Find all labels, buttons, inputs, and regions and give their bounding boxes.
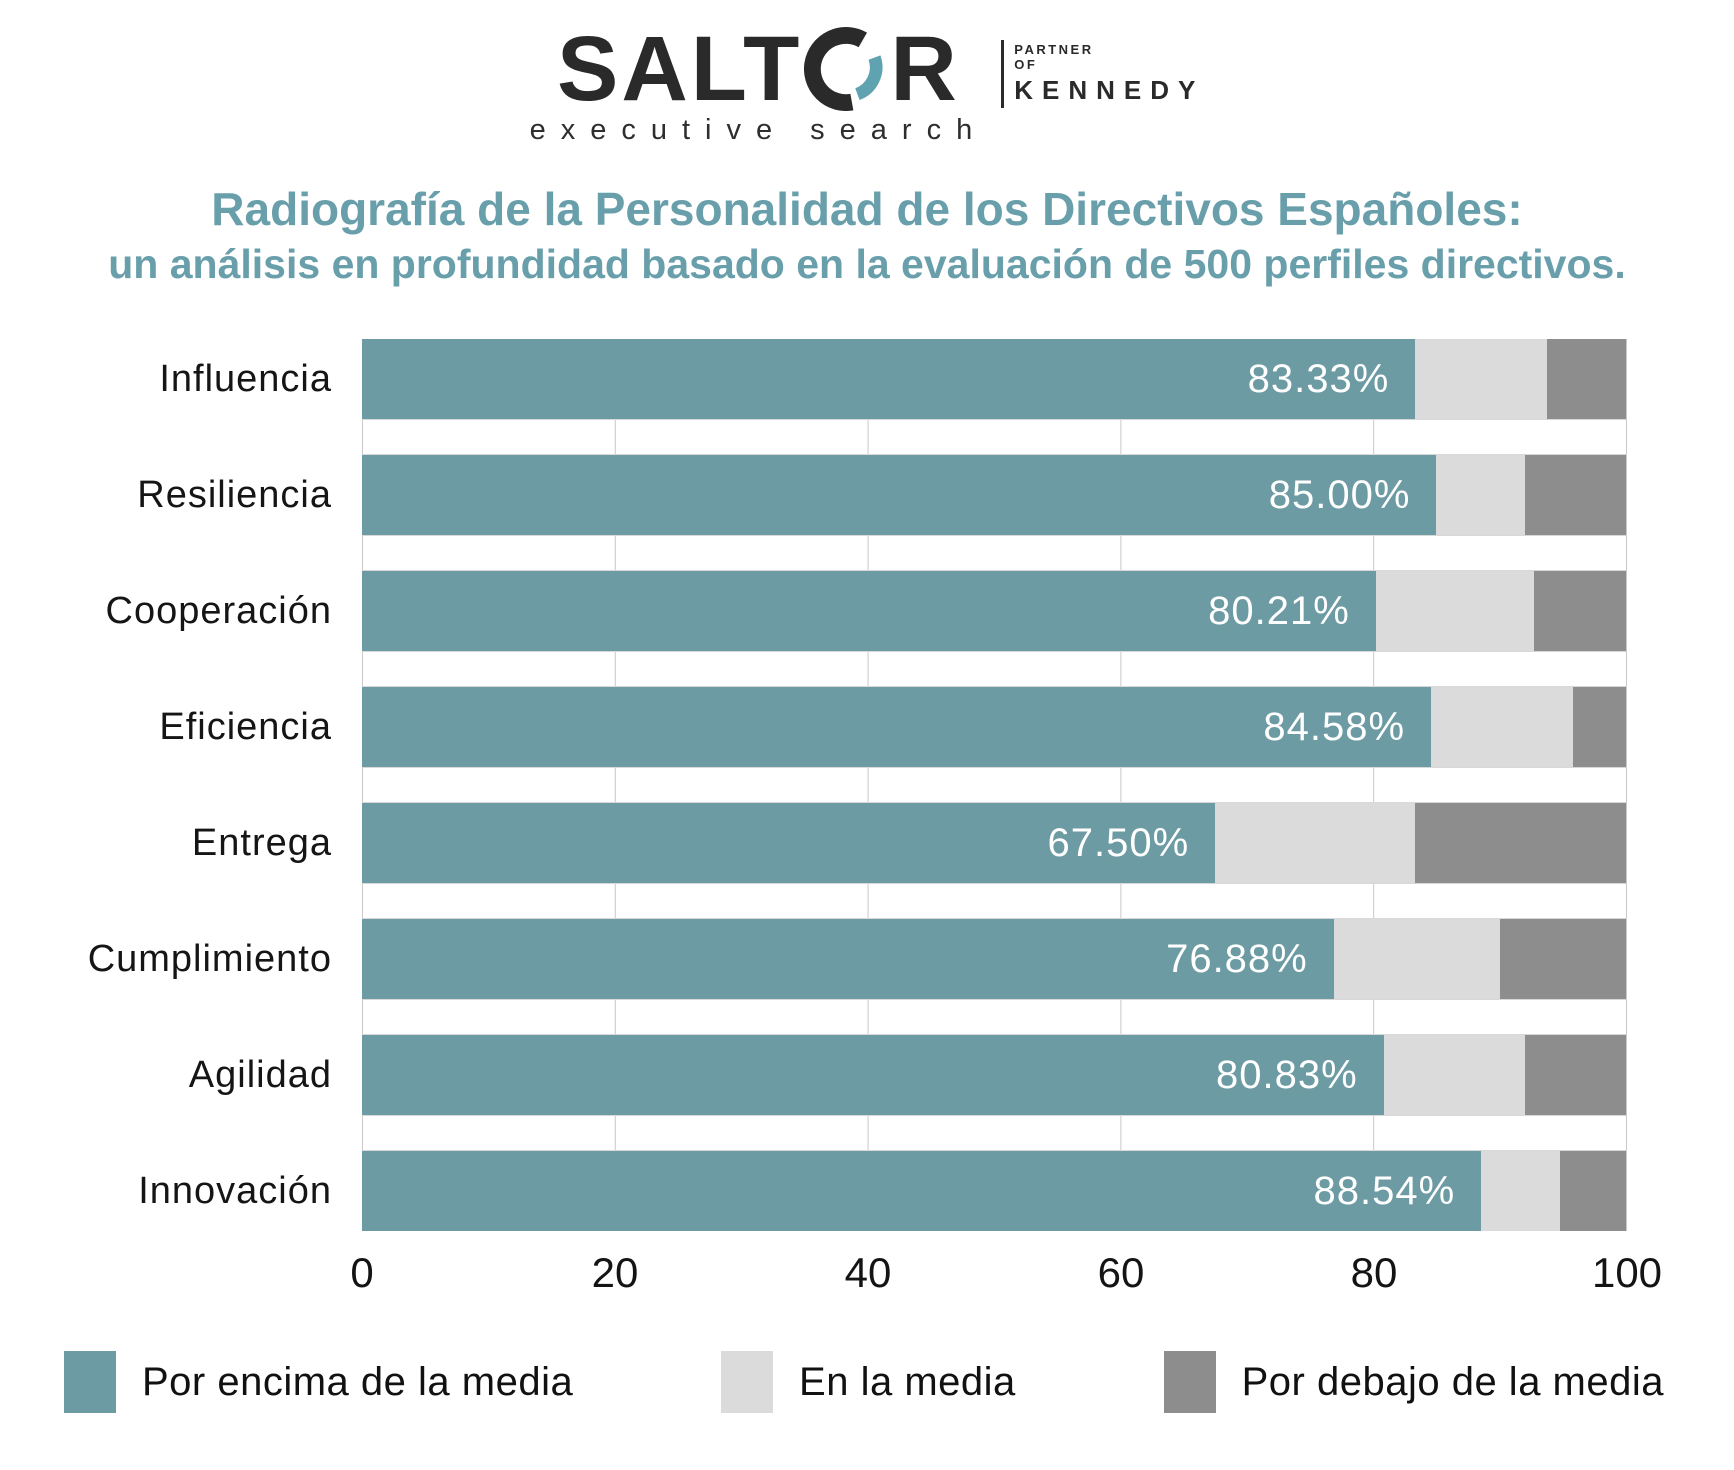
bar-segment-below [1533,571,1626,651]
kennedy-word: KENNEDY [1014,75,1205,105]
partner-of-kennedy-block: PARTNER OF KENNEDY [1001,40,1204,108]
saltor-brand-block: SALT R executive search [529,18,988,147]
bar-value-label: 84.58% [1263,704,1406,749]
bar-value-label: 88.54% [1313,1168,1456,1213]
bar-segment-above: 80.83% [362,1035,1384,1115]
bar-row: 84.58% [362,687,1626,767]
bar-value-label: 67.50% [1047,820,1190,865]
bar-segment-average [1375,571,1534,651]
legend-swatch-icon [1163,1351,1216,1413]
category-label: Eficiencia [159,705,332,748]
saltor-tagline: executive search [529,114,988,146]
saltor-wordmark-suffix: R [890,18,960,120]
bar-segment-above: 83.33% [362,339,1416,419]
bar-segment-above: 84.58% [362,687,1432,767]
legend-item: En la media [721,1351,1016,1413]
bar-segment-average [1431,687,1574,767]
legend-label: En la media [799,1359,1016,1404]
bar-row: 80.83% [362,1035,1626,1115]
bar-segment-below [1524,1035,1626,1115]
category-label: Cumplimiento [87,937,332,980]
bar-segment-below [1499,919,1626,999]
bar-segment-below [1546,339,1626,419]
x-axis-tick-label: 80 [1350,1249,1398,1296]
bar-gap [362,651,1626,687]
bar-segment-below [1573,687,1626,767]
bar-segment-below [1415,803,1626,883]
saltor-wordmark-prefix: SALT [557,18,803,120]
header: SALT R executive search PARTNER OF KENNE… [0,18,1734,147]
saltor-logo: SALT R executive search PARTNER OF KENNE… [529,18,1205,147]
bar-value-label: 85.00% [1268,472,1411,517]
category-label: Agilidad [188,1053,332,1096]
category-label: Innovación [138,1169,332,1212]
bar-segment-average [1215,803,1416,883]
x-axis-tick-label: 20 [591,1249,639,1296]
bar-segment-average [1415,339,1547,419]
category-label: Resiliencia [137,473,332,516]
legend-label: Por debajo de la media [1241,1359,1664,1404]
bar-value-label: 76.88% [1166,936,1308,981]
bar-segment-above: 88.54% [362,1151,1482,1231]
bar-segment-below [1524,455,1626,535]
bar-row: 83.33% [362,339,1626,419]
bar-chart: Influencia Resiliencia Cooperación Eficienc… [0,339,1734,1231]
bar-row: 67.50% [362,803,1626,883]
bar-gap [362,999,1626,1035]
of-word: OF [1014,57,1038,72]
x-axis-tick-label: 60 [1097,1249,1145,1296]
legend-swatch-icon [64,1351,116,1413]
bar-gap [362,1115,1626,1151]
bar-segment-average [1333,919,1500,999]
bar-row: 85.00% [362,455,1626,535]
legend-label: Por encima de la media [142,1359,574,1404]
saltor-o-swirl-icon [804,27,883,111]
bar-value-label: 80.83% [1216,1052,1358,1097]
legend: Por encima de la media En la media Por deb… [64,1351,1664,1413]
bar-value-label: 83.33% [1247,356,1390,401]
bar-gap [362,767,1626,803]
x-axis: 0 20 40 60 80 100 [350,1231,1662,1305]
legend-item: Por encima de la media [64,1351,573,1413]
saltor-wordmark: SALT R [557,18,960,120]
bar-value-label: 80.21% [1208,588,1350,633]
plot-area: 83.33% 85.00% 80.21% 84.58% 67.50% 76.88% 80.8… [362,339,1627,1231]
chart-title-line1: Radiografía de la Personalidad de los Di… [211,183,1523,235]
bar-row: 76.88% [362,919,1626,999]
x-axis-tick-label: 100 [1591,1249,1663,1296]
bar-segment-above: 80.21% [362,571,1376,651]
bar-segment-average [1481,1151,1561,1231]
category-label: Influencia [159,357,332,400]
bar-gap [362,535,1626,571]
category-label: Cooperación [105,589,332,632]
partner-word: PARTNER [1014,42,1094,57]
bar-gap [362,883,1626,919]
bar-row: 88.54% [362,1151,1626,1231]
category-label: Entrega [191,821,332,864]
bar-segment-above: 85.00% [362,455,1437,535]
chart-title: Radiografía de la Personalidad de los Di… [0,181,1734,291]
chart-title-line2: un análisis en profundidad basado en la … [108,241,1626,287]
bar-segment-average [1383,1035,1525,1115]
x-axis-tick-label: 0 [350,1249,374,1296]
bar-row: 80.21% [362,571,1626,651]
x-axis-tick-label: 40 [844,1249,892,1296]
bar-segment-above: 67.50% [362,803,1216,883]
legend-swatch-icon [721,1351,774,1413]
category-labels: Influencia Resiliencia Cooperación Eficienc… [0,339,362,1231]
bar-segment-average [1436,455,1525,535]
bar-segment-below [1560,1151,1626,1231]
legend-item: Por debajo de la media [1163,1351,1664,1413]
bar-segment-above: 76.88% [362,919,1334,999]
bar-gap [362,419,1626,455]
